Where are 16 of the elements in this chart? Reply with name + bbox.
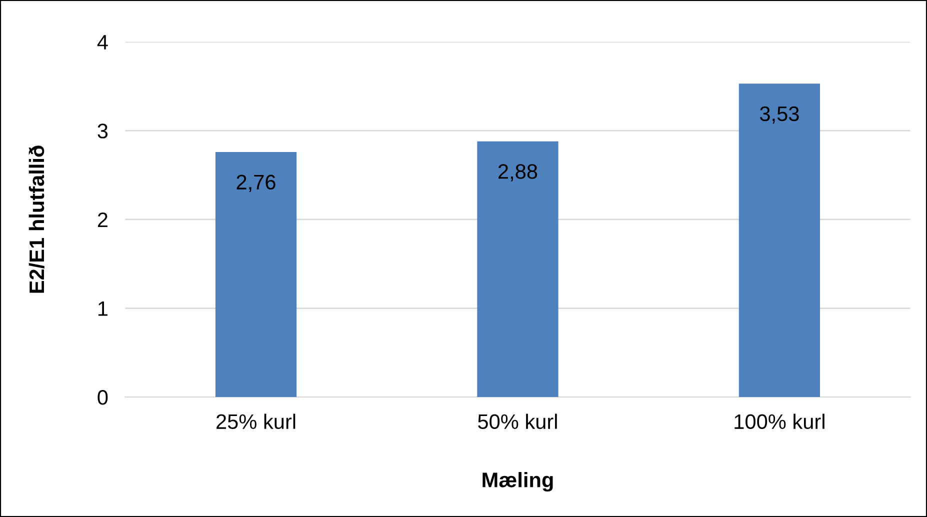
x-tick-label: 25% kurl — [216, 414, 296, 430]
x-tick-label: 50% kurl — [478, 414, 557, 430]
y-tick-label: 1 — [98, 301, 108, 316]
y-tick-label: 2 — [98, 212, 108, 228]
bar — [477, 141, 558, 398]
data-label: 2,88 — [498, 164, 538, 182]
y-tick-label: 3 — [98, 124, 108, 138]
y-tick-label: 4 — [97, 35, 108, 50]
bar — [738, 84, 820, 398]
x-axis-title: Mæling — [482, 472, 553, 492]
data-label: 2,76 — [236, 174, 276, 192]
x-tick-label: 100% kurl — [734, 414, 824, 430]
y-axis-title: E2/E1 hlutfallið — [28, 146, 44, 293]
data-label: 3,53 — [760, 106, 799, 124]
y-tick-label: 0 — [98, 390, 108, 405]
bar — [215, 152, 297, 398]
